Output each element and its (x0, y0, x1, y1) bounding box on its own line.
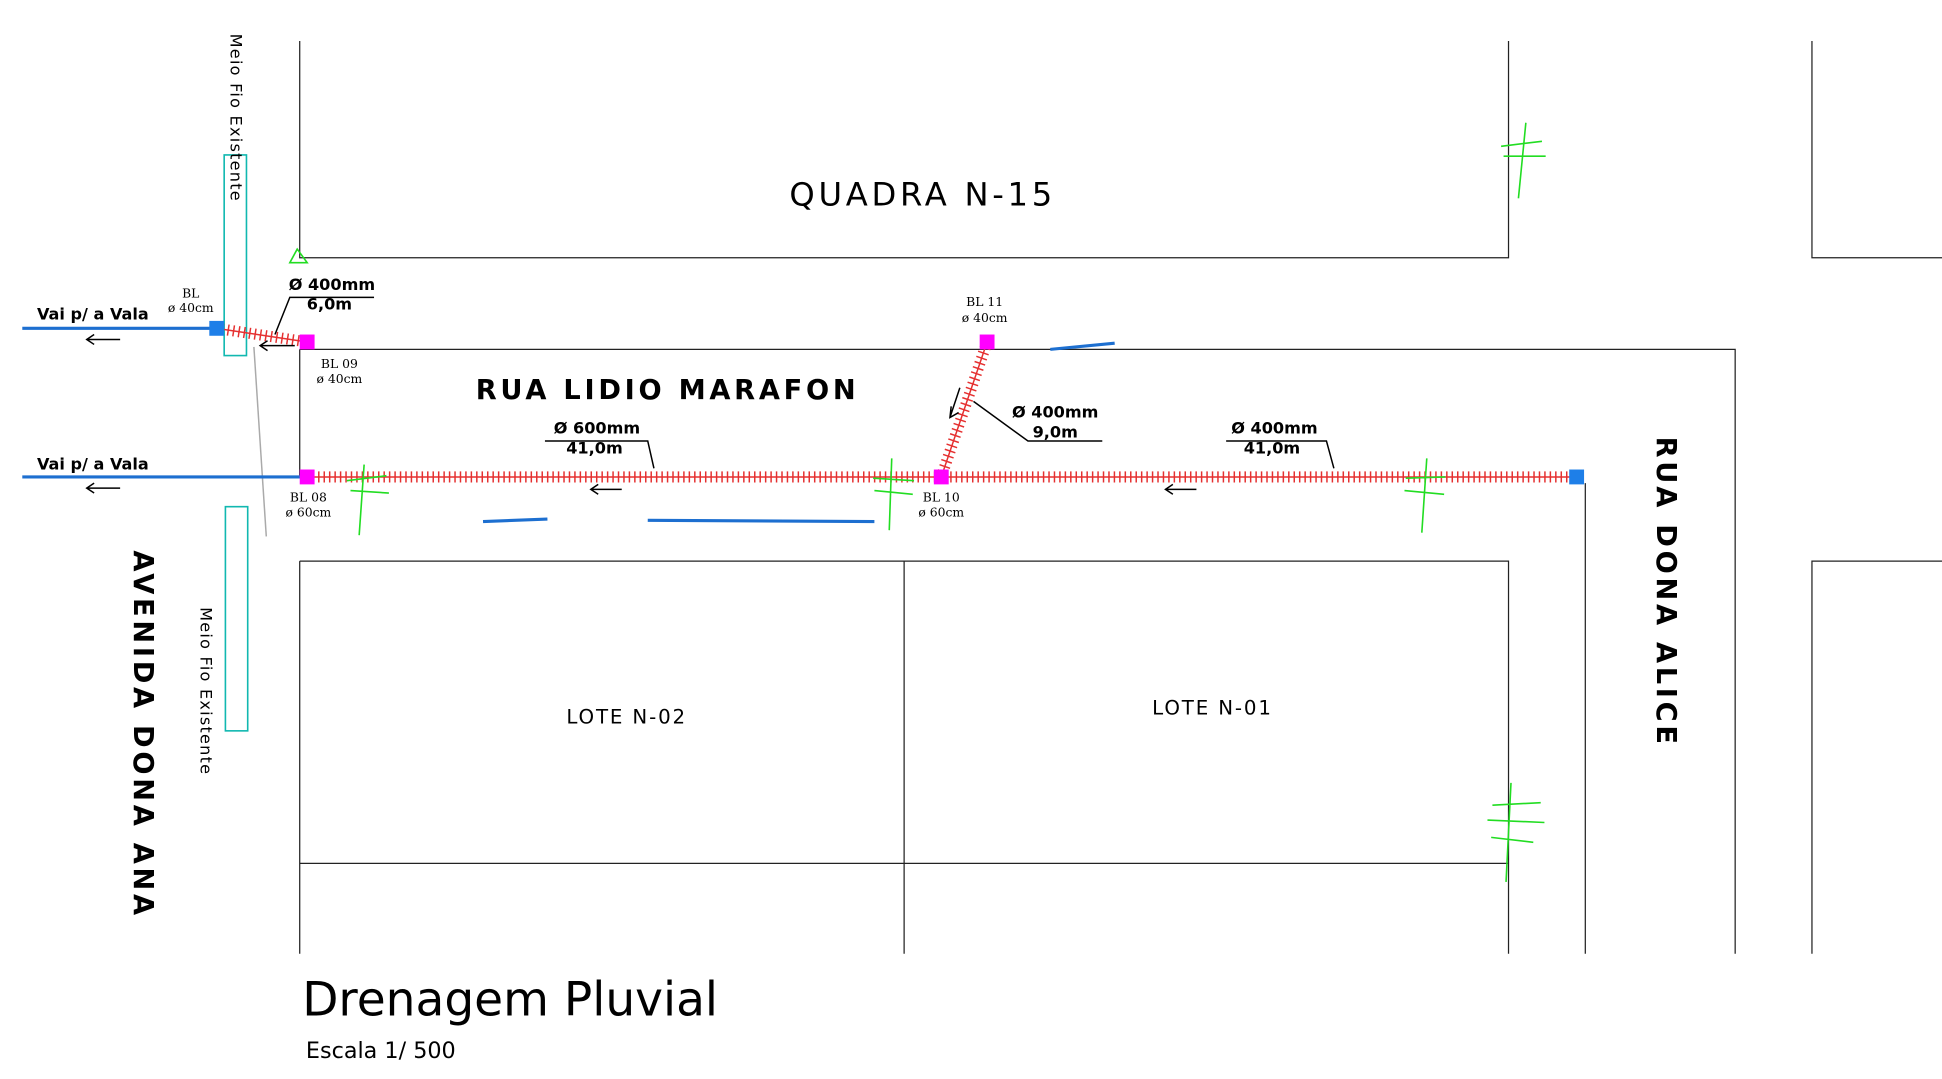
node (979, 334, 995, 350)
pipe-length: 6,0m (307, 295, 352, 314)
curb-label: Meio Fio Existente (197, 607, 216, 775)
outlet-label: Vai p/ a Vala (37, 305, 149, 324)
pipe-length: 9,0m (1033, 422, 1078, 441)
pipe-length: 41,0m (1244, 438, 1300, 457)
nodes (209, 320, 1585, 485)
block-lines (253, 40, 1942, 954)
node (209, 320, 225, 336)
node-label: BL 08 (290, 491, 327, 505)
block-label: LOTE N-02 (566, 705, 687, 728)
node-label: BL (182, 286, 199, 300)
node (933, 469, 949, 485)
drawing-scale: Escala 1/ 500 (306, 1038, 456, 1064)
node-size: ø 60cm (918, 506, 964, 520)
block-label: QUADRA N-15 (789, 176, 1056, 214)
node-label: BL 09 (321, 357, 358, 371)
node (299, 469, 315, 485)
outlet-lines (22, 326, 1115, 524)
pipe-diameter: Ø 400mm (1012, 403, 1098, 422)
pipe-diameter: Ø 600mm (554, 419, 640, 438)
node-size: ø 60cm (285, 506, 331, 520)
node (299, 334, 315, 350)
street-name: AVENIDA DONA ANA (127, 550, 158, 919)
curb-label: Meio Fio Existente (226, 34, 245, 202)
node-size: ø 40cm (962, 311, 1008, 325)
outlet-label: Vai p/ a Vala (37, 455, 149, 474)
block-label: LOTE N-01 (1152, 697, 1273, 720)
green-marks (288, 122, 1546, 882)
street-name: RUA LIDIO MARAFON (476, 375, 860, 406)
node (1569, 469, 1585, 485)
node-size: ø 40cm (316, 372, 362, 386)
curb-outlines (223, 154, 249, 732)
pipes (215, 322, 1577, 483)
pipe-length: 41,0m (566, 438, 622, 457)
flow-arrows (85, 296, 1335, 495)
pipe-diameter: Ø 400mm (1231, 419, 1317, 438)
drawing-title: Drenagem Pluvial (302, 973, 718, 1028)
node-label: BL 10 (923, 491, 960, 505)
node-label: BL 11 (966, 295, 1003, 309)
node-size: ø 40cm (168, 301, 214, 315)
street-name: RUA DONA ALICE (1650, 437, 1681, 748)
pipe-diameter: Ø 400mm (289, 275, 375, 294)
